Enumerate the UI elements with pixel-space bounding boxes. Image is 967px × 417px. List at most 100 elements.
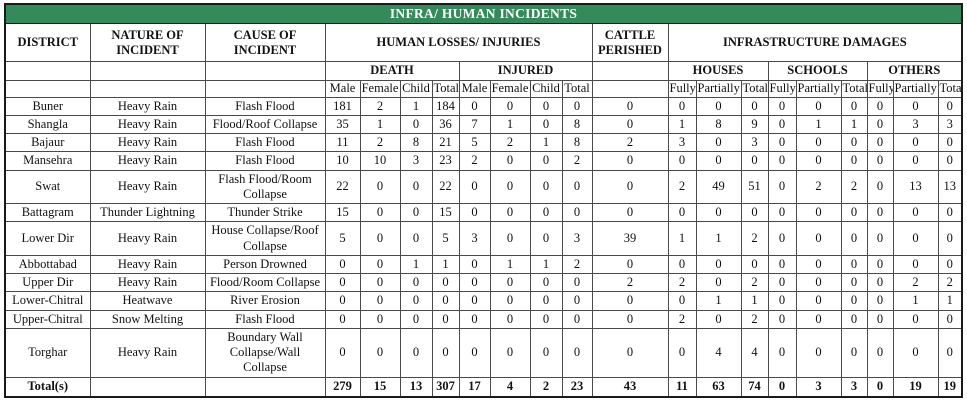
- death_female-cell: 2: [359, 96, 401, 116]
- table-row: Upper Dir Heavy Rain Flood/Room Collapse 0 0…: [4, 273, 963, 293]
- header-injured-child: Child: [529, 79, 563, 98]
- nature-of-incident-cell: Heavy Rain: [89, 96, 206, 116]
- schools_total-cell: 1: [840, 114, 868, 135]
- death_child-cell: 0: [399, 221, 433, 256]
- death_male-cell: 0: [324, 327, 361, 378]
- injured_total-cell: 0: [561, 273, 593, 293]
- schools_partially-cell: 0: [795, 133, 842, 153]
- injured_male-cell: 2: [458, 151, 491, 171]
- others_partially-cell: 2: [892, 273, 939, 293]
- houses_total-cell: 3: [740, 133, 769, 153]
- schools_fully-cell: 0: [767, 114, 797, 135]
- others_fully-cell: 0: [866, 203, 894, 223]
- injured_child-cell: 1: [529, 254, 563, 275]
- header-others-partially: Partially: [892, 79, 939, 98]
- death_child-cell: 0: [399, 273, 433, 293]
- schools_fully-cell: 0: [767, 221, 797, 256]
- schools_partially-cell: 0: [795, 309, 842, 329]
- others_fully-total-cell: 0: [866, 376, 894, 398]
- injured_child-total-cell: 2: [529, 376, 563, 398]
- schools_partially-cell: 1: [795, 114, 842, 135]
- schools_fully-cell: 0: [767, 291, 797, 311]
- death_female-cell: 0: [359, 273, 401, 293]
- schools_total-cell: 0: [840, 151, 868, 171]
- schools_partially-cell: 0: [795, 327, 842, 378]
- houses_fully-cell: 0: [667, 291, 697, 311]
- death_female-cell: 0: [359, 221, 401, 256]
- table-body: Buner Heavy Rain Flash Flood 181 2 1 184 0 0 0 0 0 0…: [4, 96, 963, 398]
- injured_child-cell: 0: [529, 96, 563, 116]
- injured_female-cell: 0: [489, 169, 531, 205]
- cattle_perished-cell: 0: [591, 309, 669, 329]
- table-row: Shangla Heavy Rain Flood/Roof Collapse 35 1 0…: [4, 114, 963, 135]
- cattle_perished-cell: 0: [591, 254, 669, 275]
- injured_male-cell: 7: [458, 114, 491, 135]
- header-spacer: [591, 61, 669, 81]
- others_fully-cell: 0: [866, 169, 894, 205]
- schools_total-total-cell: 3: [840, 376, 868, 398]
- header-cause-of-incident: CAUSE OF INCIDENT: [204, 23, 326, 63]
- district-cell: Bajaur: [4, 133, 91, 153]
- houses_partially-cell: 0: [695, 133, 742, 153]
- header-houses-total: Total: [740, 79, 769, 98]
- others_partially-cell: 1: [892, 291, 939, 311]
- title-banner-row: INFRA/ HUMAN INCIDENTS: [4, 3, 963, 25]
- others_total-cell: 1: [937, 291, 963, 311]
- cause-of-incident-cell: House Collapse/Roof Collapse: [204, 221, 326, 256]
- district-cell: Torghar: [4, 327, 91, 378]
- others_total-cell: 0: [937, 203, 963, 223]
- injured_child-cell: 0: [529, 151, 563, 171]
- others_total-cell: 13: [937, 169, 963, 205]
- cattle_perished-cell: 0: [591, 169, 669, 205]
- header-district: DISTRICT: [4, 23, 91, 63]
- district-cell: Buner: [4, 96, 91, 116]
- header-spacer: [591, 79, 669, 98]
- death_total-cell: 184: [431, 96, 460, 116]
- header-houses-fully: Fully: [667, 79, 697, 98]
- others_total-cell: 0: [937, 151, 963, 171]
- district-cell: Upper-Chitral: [4, 309, 91, 329]
- death_total-cell: 0: [431, 327, 460, 378]
- houses_partially-cell: 0: [695, 96, 742, 116]
- header-spacer: [89, 79, 206, 98]
- schools_partially-cell: 0: [795, 221, 842, 256]
- header-nature-of-incident: NATURE OF INCIDENT: [89, 23, 206, 63]
- death_male-cell: 22: [324, 169, 361, 205]
- death_male-cell: 5: [324, 221, 361, 256]
- schools_fully-cell: 0: [767, 133, 797, 153]
- injured_female-cell: 1: [489, 114, 531, 135]
- header-others-fully: Fully: [866, 79, 894, 98]
- schools_total-cell: 0: [840, 203, 868, 223]
- death_child-cell: 0: [399, 114, 433, 135]
- houses_total-total-cell: 74: [740, 376, 769, 398]
- houses_partially-cell: 8: [695, 114, 742, 135]
- death_child-cell: 3: [399, 151, 433, 171]
- injured_total-cell: 8: [561, 114, 593, 135]
- houses_partially-total-cell: 63: [695, 376, 742, 398]
- houses_total-cell: 0: [740, 254, 769, 275]
- schools_fully-cell: 0: [767, 273, 797, 293]
- injured_child-cell: 0: [529, 169, 563, 205]
- death_male-cell: 35: [324, 114, 361, 135]
- death_female-cell: 1: [359, 114, 401, 135]
- houses_partially-cell: 0: [695, 309, 742, 329]
- death_male-cell: 0: [324, 291, 361, 311]
- others_partially-total-cell: 19: [892, 376, 939, 398]
- others_total-total-cell: 19: [937, 376, 963, 398]
- houses_fully-cell: 0: [667, 203, 697, 223]
- others_fully-cell: 0: [866, 151, 894, 171]
- header-death-female: Female: [359, 79, 401, 98]
- schools_fully-cell: 0: [767, 96, 797, 116]
- death_male-cell: 0: [324, 309, 361, 329]
- injured_child-cell: 0: [529, 309, 563, 329]
- injured_total-total-cell: 23: [561, 376, 593, 398]
- others_fully-cell: 0: [866, 96, 894, 116]
- totals-spacer-cell: [204, 376, 326, 398]
- houses_total-cell: 2: [740, 221, 769, 256]
- others_partially-cell: 3: [892, 114, 939, 135]
- table-row: Battagram Thunder Lightning Thunder Strike…: [4, 203, 963, 223]
- others_partially-cell: 0: [892, 96, 939, 116]
- houses_partially-cell: 0: [695, 203, 742, 223]
- schools_fully-cell: 0: [767, 254, 797, 275]
- nature-of-incident-cell: Heavy Rain: [89, 133, 206, 153]
